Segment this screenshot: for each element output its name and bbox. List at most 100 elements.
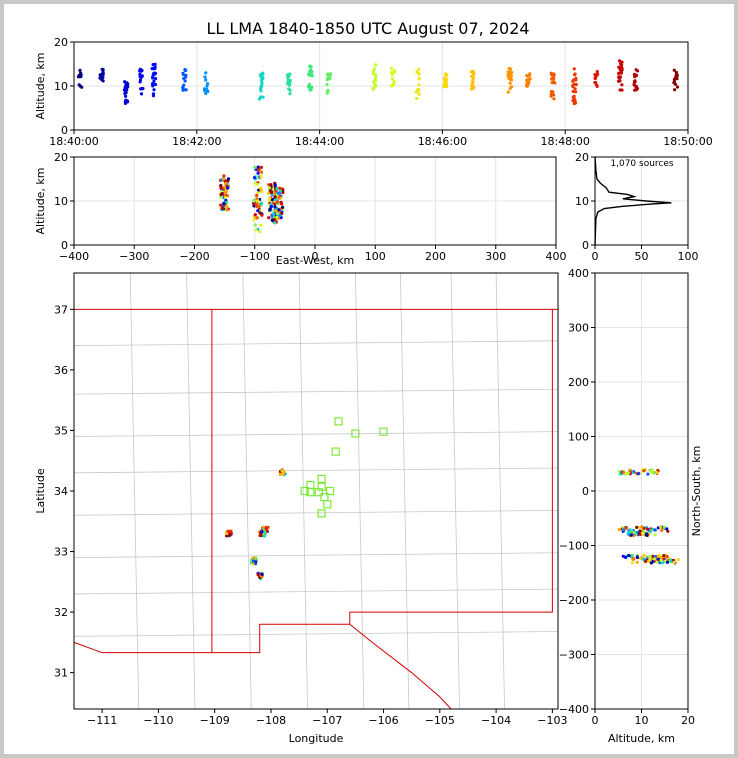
source-point — [267, 183, 271, 187]
source-point — [202, 87, 207, 91]
source-point — [226, 177, 231, 181]
source-count-annotation: 1,070 sources — [610, 159, 674, 169]
source-point — [151, 84, 155, 88]
source-point — [205, 84, 209, 88]
source-point — [225, 200, 229, 205]
source-point — [275, 187, 279, 191]
source-point — [263, 531, 267, 535]
x-tick-label: −104 — [481, 714, 511, 727]
lma-station-marker — [323, 500, 332, 509]
source-point — [626, 532, 630, 536]
source-point — [183, 68, 187, 72]
source-point — [642, 557, 646, 562]
source-point — [100, 76, 104, 81]
source-point — [255, 193, 259, 198]
source-point — [278, 472, 282, 476]
source-point — [123, 85, 127, 89]
x-tick-label: 400 — [546, 250, 567, 263]
source-point — [665, 560, 670, 564]
source-point — [672, 77, 677, 81]
source-point — [99, 73, 103, 77]
source-point — [138, 68, 142, 73]
source-point — [276, 191, 280, 195]
source-point — [256, 191, 260, 195]
x-tick-label: 50 — [635, 250, 649, 263]
source-point — [471, 78, 475, 82]
source-point — [123, 100, 127, 104]
source-point — [221, 177, 226, 181]
source-point — [204, 71, 208, 75]
source-point — [676, 558, 680, 562]
source-point — [280, 202, 284, 206]
source-point — [621, 470, 625, 474]
x-tick-label: −100 — [240, 250, 270, 263]
source-point — [510, 85, 514, 89]
source-point — [552, 93, 556, 97]
source-point — [257, 204, 261, 209]
source-point — [122, 88, 126, 92]
x-tick-label: −110 — [143, 714, 173, 727]
source-point — [626, 471, 631, 475]
x-tick-label: −111 — [87, 714, 117, 727]
y-tick-label: 10 — [575, 195, 589, 208]
source-point — [260, 530, 264, 534]
state-boundaries — [73, 308, 558, 710]
x-tick-label: −107 — [312, 714, 342, 727]
axes-frame — [73, 272, 559, 710]
source-point — [642, 469, 646, 473]
source-point — [257, 168, 261, 172]
source-point — [662, 525, 667, 529]
source-point — [662, 554, 666, 558]
lma-station-marker — [317, 482, 326, 491]
source-point — [444, 78, 448, 82]
source-point — [325, 91, 329, 95]
source-point — [635, 86, 640, 91]
source-point — [618, 79, 622, 83]
source-point — [596, 72, 600, 76]
source-point — [619, 71, 624, 75]
source-point — [634, 73, 639, 77]
source-point — [256, 216, 260, 220]
altitude-eastwest-panel: −400 −300 −200 −100 0 100 200 300 400 0 10 20 East-W… — [34, 151, 567, 267]
x-tick-label: 18:44:00 — [295, 135, 344, 148]
source-point — [637, 472, 641, 476]
source-point — [225, 531, 229, 536]
source-point — [203, 75, 207, 79]
source-point — [254, 557, 258, 561]
source-point — [269, 204, 273, 209]
source-point — [652, 557, 656, 561]
source-point — [471, 69, 475, 73]
source-point — [640, 531, 645, 535]
source-point — [251, 556, 255, 561]
source-point — [259, 165, 264, 169]
y-tick-label: 0 — [582, 239, 589, 252]
source-point — [472, 86, 476, 90]
source-point — [326, 88, 330, 92]
lma-station-marker — [326, 486, 335, 496]
source-point — [252, 218, 256, 222]
source-point — [262, 534, 266, 538]
source-point — [374, 63, 378, 67]
source-point — [574, 90, 578, 94]
source-point — [624, 526, 628, 530]
source-point — [630, 553, 634, 558]
source-point — [260, 190, 264, 194]
source-point — [648, 558, 652, 562]
source-point — [627, 553, 631, 558]
source-point — [204, 91, 208, 96]
source-point — [152, 88, 156, 92]
source-point — [328, 72, 332, 76]
source-point — [266, 525, 270, 530]
source-point — [635, 560, 639, 564]
source-point — [646, 472, 650, 476]
source-point — [273, 202, 277, 206]
source-point — [571, 98, 575, 103]
source-point — [267, 191, 271, 195]
source-point — [139, 87, 143, 91]
y-tick-label: 10 — [54, 195, 68, 208]
source-point — [573, 72, 577, 76]
source-point — [259, 223, 263, 227]
source-point — [224, 195, 228, 200]
y-tick-label: −200 — [559, 594, 589, 607]
source-point — [444, 73, 448, 77]
